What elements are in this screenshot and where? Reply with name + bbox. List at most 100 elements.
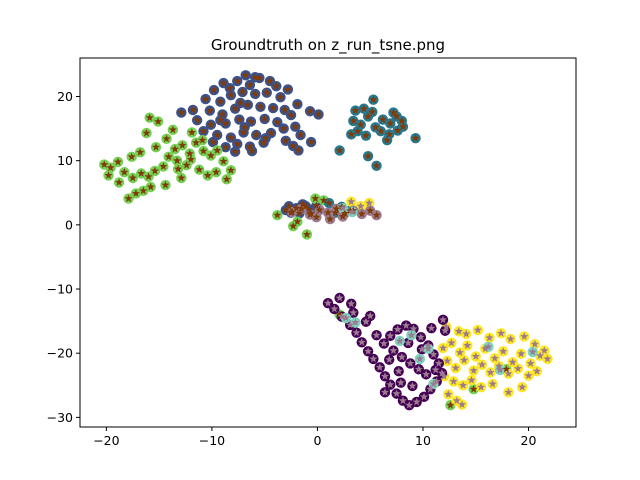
scatter-point-star	[279, 124, 288, 132]
scatter-point-star	[289, 221, 298, 230]
scatter-point-star	[174, 164, 183, 173]
scatter-point-star	[394, 366, 403, 375]
scatter-point-star	[188, 105, 197, 114]
scatter-point-star	[431, 365, 440, 374]
scatter-point-star	[496, 365, 505, 374]
scatter-point-star	[154, 117, 163, 125]
scatter-point-star	[429, 350, 438, 358]
scatter-point-star	[386, 331, 395, 340]
scatter-point-star	[490, 354, 499, 362]
scatter-point-star	[161, 180, 170, 189]
scatter-point-star	[205, 106, 214, 115]
scatter-point-star	[462, 329, 471, 338]
scatter-point-star	[469, 366, 478, 374]
scatter-point-star	[162, 134, 171, 143]
scatter-point-star	[412, 397, 421, 406]
scatter-point-star	[526, 359, 535, 367]
scatter-point-star	[504, 388, 513, 396]
scatter-point-star	[408, 381, 417, 390]
scatter-point-star	[520, 332, 529, 340]
scatter-point-star	[319, 196, 328, 204]
scatter-point-star	[203, 171, 212, 179]
scatter-point-star	[206, 151, 215, 159]
scatter-point-star	[226, 91, 235, 99]
scatter-point-star	[364, 347, 373, 355]
scatter-point-star	[362, 317, 370, 326]
scatter-point-star	[383, 135, 392, 144]
scatter-point-star	[349, 308, 358, 317]
scatter-point-star	[185, 149, 194, 158]
scatter-point-star	[294, 146, 303, 154]
scatter-point-star	[276, 92, 285, 101]
scatter-point-star	[458, 400, 467, 408]
scatter-point-star	[386, 119, 395, 127]
scatter-point-star	[284, 202, 293, 210]
scatter-point-star	[378, 115, 387, 123]
scatter-point-star	[283, 85, 292, 93]
scatter-point-star	[255, 73, 264, 82]
scatter-point-star	[177, 173, 186, 182]
scatter-point-star	[357, 209, 366, 218]
scatter-point-star	[246, 117, 255, 125]
scatter-point-star	[306, 107, 315, 115]
scatter-point-star	[369, 354, 378, 363]
scatter-point-star	[397, 116, 406, 125]
scatter-point-star	[173, 156, 182, 165]
scatter-point-star	[120, 168, 129, 176]
x-tick-label: −10	[199, 433, 225, 448]
scatter-point-star	[142, 128, 151, 137]
scatter-point-star	[393, 126, 402, 134]
scatter-point-star	[315, 205, 324, 214]
scatter-point-star	[272, 82, 281, 90]
scatter-point-star	[289, 141, 298, 150]
scatter-point-star	[144, 172, 153, 181]
scatter-point-star	[104, 171, 113, 179]
scatter-point-star	[437, 368, 446, 377]
x-tick-label: −20	[93, 433, 119, 448]
scatter-point-star	[251, 89, 260, 98]
scatter-point-star	[406, 359, 415, 367]
scatter-point-star	[488, 379, 497, 388]
scatter-point-star	[335, 146, 344, 154]
scatter-point-star	[252, 130, 261, 139]
scatter-point-star	[397, 352, 406, 361]
scatter-point-star	[502, 365, 511, 373]
scatter-point-star	[346, 320, 355, 329]
scatter-point-star	[347, 130, 356, 138]
scatter-point-star	[517, 349, 526, 358]
scatter-point-star	[426, 384, 435, 393]
scatter-point-star	[293, 217, 302, 226]
scatter-point-star	[324, 298, 332, 307]
scatter-point-star	[459, 381, 468, 389]
scatter-point-star	[201, 94, 210, 103]
scatter-point-star	[307, 209, 316, 217]
y-axis: −30 −20 −10 0 10 20	[47, 89, 80, 425]
scatter-point-star	[267, 128, 276, 137]
scatter-point-star	[368, 107, 377, 116]
scatter-point-star	[389, 346, 398, 355]
scatter-point-star	[409, 324, 418, 333]
scatter-point-star	[364, 112, 373, 120]
scatter-point-star	[532, 366, 541, 375]
scatter-point-star	[206, 120, 215, 129]
scatter-point-star	[524, 371, 533, 380]
scatter-point-star	[528, 347, 537, 356]
scatter-point-star	[269, 103, 278, 112]
scatter-point-star	[452, 396, 461, 405]
scatter-point-star	[212, 168, 221, 176]
scatter-point-star	[273, 117, 282, 126]
scatter-point-star	[164, 152, 173, 161]
scatter-point-star	[451, 363, 460, 372]
scatter-point-star	[312, 212, 321, 221]
scatter-point-star	[469, 384, 478, 393]
scatter-point-star	[376, 126, 385, 135]
scatter-point-star	[240, 123, 249, 131]
scatter-point-star	[307, 137, 316, 146]
scatter-point-star	[231, 104, 240, 113]
scatter-point-star	[259, 138, 268, 147]
scatter-point-star	[338, 203, 347, 212]
scatter-point-star	[311, 194, 320, 202]
scatter-point-star	[177, 108, 186, 116]
scatter-point-star	[100, 160, 109, 168]
